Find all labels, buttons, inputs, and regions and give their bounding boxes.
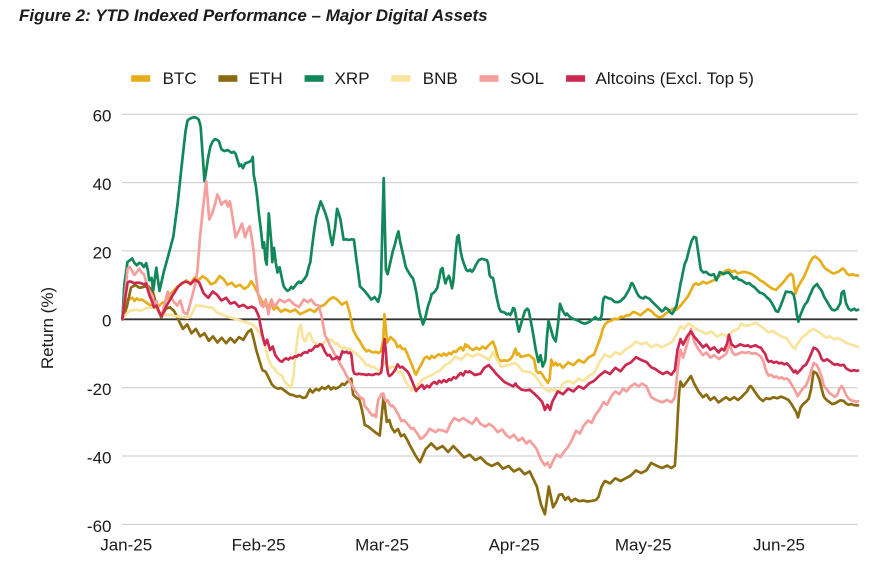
svg-text:-40: -40 [87, 448, 112, 467]
svg-text:Jan-25: Jan-25 [100, 536, 152, 555]
svg-text:Return (%): Return (%) [38, 287, 57, 369]
svg-text:Altcoins (Excl. Top 5): Altcoins (Excl. Top 5) [596, 69, 754, 88]
svg-text:SOL: SOL [510, 69, 544, 88]
svg-text:60: 60 [93, 107, 112, 126]
svg-text:May-25: May-25 [615, 536, 672, 555]
svg-text:Mar-25: Mar-25 [355, 536, 409, 555]
svg-text:BNB: BNB [423, 69, 458, 88]
svg-text:Jun-25: Jun-25 [753, 536, 805, 555]
svg-text:BTC: BTC [163, 69, 197, 88]
svg-text:XRP: XRP [335, 69, 370, 88]
svg-text:0: 0 [102, 312, 111, 331]
svg-text:ETH: ETH [249, 69, 283, 88]
svg-text:40: 40 [93, 175, 112, 194]
svg-text:-60: -60 [87, 517, 112, 536]
svg-text:Feb-25: Feb-25 [232, 536, 286, 555]
svg-text:20: 20 [93, 243, 112, 262]
svg-text:-20: -20 [87, 380, 112, 399]
svg-text:Apr-25: Apr-25 [489, 536, 540, 555]
